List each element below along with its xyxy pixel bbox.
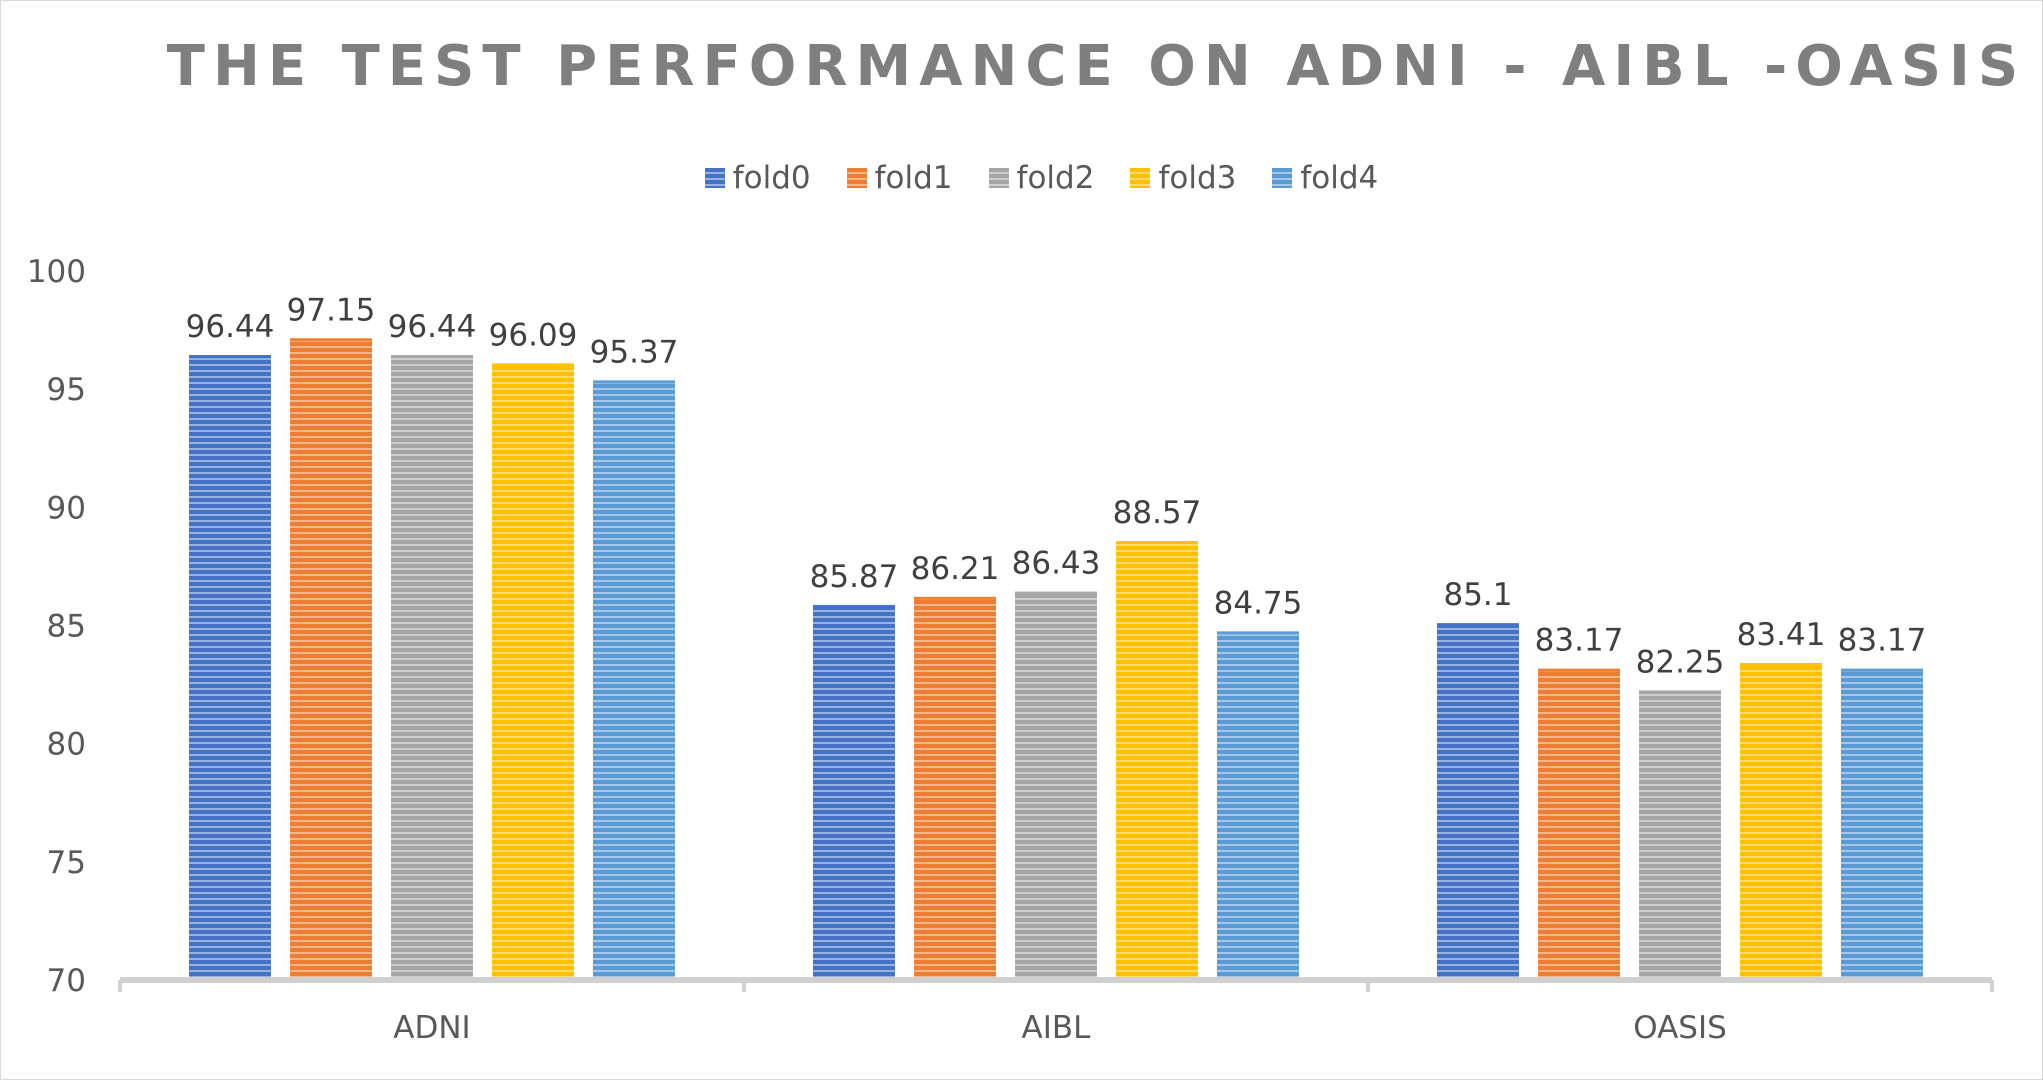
data-label-fold4-AIBL: 84.75 [1214,585,1303,621]
y-tick-label: 95 [47,372,86,408]
data-label-fold2-ADNI: 96.44 [388,309,477,345]
legend-swatch [1130,168,1151,188]
legend-swatch [846,168,867,188]
y-tick-label: 100 [27,254,86,290]
bar-top-edge [1217,631,1299,635]
legend-label: fold2 [1016,160,1095,196]
bar-fold4-OASIS [1841,668,1923,980]
bar-top-edge [813,604,895,608]
bar-top-edge [1538,668,1620,672]
data-label-fold2-AIBL: 86.43 [1012,546,1101,582]
legend-label: fold3 [1158,160,1237,196]
legend-item-fold1: fold1 [846,160,953,196]
bar-fold0-OASIS [1437,623,1519,980]
bar-fold1-ADNI [290,338,372,981]
data-label-fold4-ADNI: 95.37 [590,334,679,370]
data-label-fold0-AIBL: 85.87 [810,559,899,595]
bar-fold2-ADNI [391,355,473,981]
bar-fold3-ADNI [492,363,574,980]
bar-fold1-AIBL [914,596,996,980]
bar-top-edge [593,380,675,384]
bar-top-edge [1437,623,1519,627]
bar-top-edge [1015,591,1097,595]
y-tick-label: 90 [47,490,86,526]
y-tick-label: 75 [47,845,86,881]
bar-top-edge [290,338,372,342]
bar-top-edge [391,355,473,359]
legend: fold0 fold1 fold2 fold3 fold4 [0,160,2043,196]
data-label-fold4-OASIS: 83.17 [1838,623,1927,659]
bar-top-edge [1841,668,1923,672]
data-label-fold0-ADNI: 96.44 [186,309,275,345]
legend-swatch [988,168,1009,188]
data-label-fold3-ADNI: 96.09 [489,317,578,353]
legend-item-fold4: fold4 [1272,160,1378,196]
legend-label: fold4 [1300,160,1379,196]
bar-top-edge [1639,690,1721,694]
data-label-fold1-ADNI: 97.15 [287,292,376,328]
data-label-fold0-OASIS: 85.1 [1443,577,1512,613]
bar-fold1-OASIS [1538,668,1620,980]
bar-fold2-AIBL [1015,591,1097,980]
chart-title: THE TEST PERFORMANCE ON ADNI - AIBL -OAS… [166,34,2027,99]
bar-top-edge [492,363,574,367]
bar-fold0-AIBL [813,604,895,980]
y-tick-label: 70 [47,963,86,999]
y-tick-label: 85 [47,609,86,645]
x-category-label: AIBL [1022,1010,1092,1046]
bar-top-edge [1740,663,1822,667]
legend-swatch [704,168,725,188]
bar-top-edge [1116,541,1198,545]
bar-fold3-OASIS [1740,663,1822,980]
data-label-fold1-OASIS: 83.17 [1535,623,1624,659]
y-tick-label: 80 [47,727,86,763]
legend-swatch [1272,168,1293,188]
bar-top-edge [914,596,996,600]
data-label-fold3-OASIS: 83.41 [1737,617,1826,653]
legend-item-fold3: fold3 [1130,160,1236,196]
data-label-fold3-AIBL: 88.57 [1113,495,1202,531]
bar-top-edge [189,355,271,359]
legend-label: fold0 [732,160,811,196]
bar-fold3-AIBL [1116,541,1198,980]
data-label-fold1-AIBL: 86.21 [911,551,1000,587]
bar-fold4-ADNI [593,380,675,980]
x-category-label: OASIS [1633,1010,1727,1046]
x-category-label: ADNI [393,1010,470,1046]
bar-fold0-ADNI [189,355,271,981]
legend-item-fold2: fold2 [988,160,1095,196]
legend-label: fold1 [874,160,953,196]
legend-item-fold0: fold0 [704,160,811,196]
bar-fold2-OASIS [1639,690,1721,980]
data-label-fold2-OASIS: 82.25 [1636,644,1725,680]
bar-fold4-AIBL [1217,631,1299,980]
